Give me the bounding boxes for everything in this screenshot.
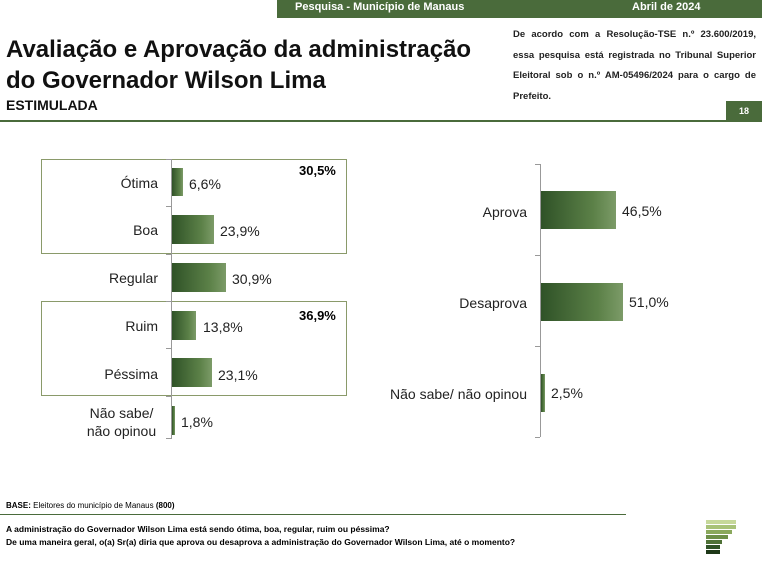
category-label: Ótima (120, 175, 158, 191)
category-label: Ruim (125, 318, 158, 334)
footer-divider (0, 514, 626, 515)
axis-tick (166, 438, 171, 439)
axis-tick (535, 346, 540, 347)
base-count: (800) (155, 501, 175, 510)
axis-tick (166, 301, 171, 302)
left-chart-axis (171, 159, 172, 439)
page-title: Avaliação e Aprovação da administração d… (6, 34, 471, 96)
axis-tick (166, 159, 171, 160)
negative-group-box (41, 301, 347, 396)
bar-regular (172, 263, 226, 292)
negative-group-total: 36,9% (299, 308, 336, 323)
title-line-2: do Governador Wilson Lima (6, 67, 326, 94)
brand-logo-icon (706, 520, 736, 555)
category-label: Aprova (482, 204, 527, 220)
category-label: Boa (133, 222, 158, 238)
page-number: 18 (726, 101, 762, 121)
axis-tick (535, 437, 540, 438)
value-label: 23,1% (218, 367, 258, 383)
survey-date: Abril de 2024 (632, 1, 701, 13)
bar-aprova (541, 191, 616, 229)
question-1: A administração do Governador Wilson Lim… (6, 524, 390, 534)
category-label: Regular (108, 270, 158, 286)
bar-nao-sabe (172, 406, 175, 435)
header-bar: Pesquisa - Município de Manaus Abril de … (277, 0, 762, 18)
base-text: Eleitores do município de Manaus (30, 501, 156, 510)
bar-boa (172, 215, 214, 244)
value-label: 13,8% (203, 319, 243, 335)
header-divider (0, 120, 762, 122)
bar-pessima (172, 358, 212, 387)
axis-tick (166, 348, 171, 349)
category-label: Não sabe/ não opinou (390, 386, 527, 402)
axis-tick (166, 206, 171, 207)
value-label: 46,5% (622, 203, 662, 219)
axis-tick (166, 254, 171, 255)
question-2: De uma maneira geral, o(a) Sr(a) diria q… (6, 537, 516, 547)
survey-label: Pesquisa - Município de Manaus (295, 1, 465, 13)
value-label: 1,8% (181, 414, 213, 430)
bar-desaprova (541, 283, 623, 321)
category-label: Desaprova (459, 295, 527, 311)
base-note: BASE: Eleitores do município de Manaus (… (6, 501, 175, 510)
positive-group-total: 30,5% (299, 163, 336, 178)
value-label: 51,0% (629, 294, 669, 310)
value-label: 23,9% (220, 223, 260, 239)
value-label: 6,6% (189, 176, 221, 192)
axis-tick (535, 164, 540, 165)
category-label: Não sabe/ não opinou (86, 405, 157, 439)
value-label: 2,5% (551, 385, 583, 401)
right-chart-axis (540, 164, 541, 437)
resolution-notice: De acordo com a Resolução-TSE n.º 23.600… (513, 29, 756, 102)
positive-group-box (41, 159, 347, 254)
category-label: Péssima (104, 366, 158, 382)
bar-ruim (172, 311, 196, 340)
bar-nao-sabe (541, 374, 545, 412)
base-label: BASE: (6, 501, 31, 510)
axis-tick (166, 396, 171, 397)
value-label: 30,9% (232, 271, 272, 287)
axis-tick (535, 255, 540, 256)
bar-otima (172, 168, 183, 196)
subtitle: ESTIMULADA (6, 97, 98, 113)
title-line-1: Avaliação e Aprovação da administração (6, 36, 472, 63)
